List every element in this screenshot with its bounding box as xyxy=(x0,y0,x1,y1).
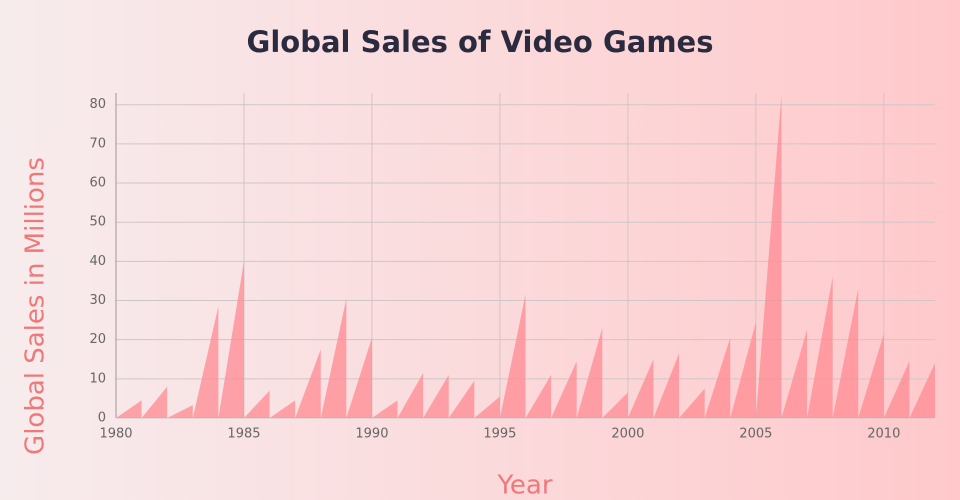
area-segment xyxy=(269,400,296,418)
x-tick-label: 1985 xyxy=(227,427,260,442)
area-segment xyxy=(371,400,398,418)
area-segment xyxy=(807,277,833,418)
area-segment xyxy=(499,294,526,418)
area-segment xyxy=(320,298,347,418)
area-segment xyxy=(218,261,244,418)
area-segment xyxy=(679,388,705,418)
area-segment xyxy=(858,333,884,418)
y-tick-label: 70 xyxy=(89,136,106,151)
area-segment xyxy=(243,390,270,418)
area-segment xyxy=(883,361,910,418)
area-segment xyxy=(397,372,424,418)
y-tick-label: 50 xyxy=(89,215,106,230)
area-segment xyxy=(832,288,859,418)
area-segment xyxy=(755,94,782,418)
chart-title: Global Sales of Video Games xyxy=(247,25,714,59)
area-segment xyxy=(448,380,475,418)
x-tick-label: 2010 xyxy=(867,427,900,442)
area-segment xyxy=(781,329,808,418)
x-tick-label: 2005 xyxy=(739,427,772,442)
area-segment xyxy=(167,405,193,418)
y-axis-label: Global Sales in Millions xyxy=(21,157,51,455)
area-segment xyxy=(192,306,219,418)
x-axis-label: Year xyxy=(496,471,552,500)
area-segment xyxy=(346,337,372,418)
y-tick-label: 20 xyxy=(89,332,106,347)
x-tick-label: 2000 xyxy=(611,427,644,442)
area-segment xyxy=(602,392,628,418)
area-segment xyxy=(551,361,577,418)
y-tick-label: 80 xyxy=(89,97,106,112)
area-segment xyxy=(474,396,500,418)
area-segment xyxy=(909,363,935,418)
area-segment xyxy=(627,359,654,418)
area-segment xyxy=(576,327,603,418)
x-tick-label: 1980 xyxy=(99,427,132,442)
area-segment xyxy=(295,349,321,418)
area-segment xyxy=(423,374,449,418)
y-tick-label: 10 xyxy=(89,371,106,386)
y-tick-label: 30 xyxy=(89,293,106,308)
area-segment xyxy=(704,337,731,418)
area-segment xyxy=(116,400,142,418)
x-tick-label: 1995 xyxy=(483,427,516,442)
x-tick-label: 1990 xyxy=(355,427,388,442)
y-tick-label: 40 xyxy=(89,254,106,269)
area-segment xyxy=(730,322,756,418)
y-tick-label: 60 xyxy=(89,176,106,191)
area-segment xyxy=(525,374,552,418)
y-tick-label: 0 xyxy=(98,411,106,426)
area-segment xyxy=(141,386,168,418)
area-segment xyxy=(653,353,680,418)
